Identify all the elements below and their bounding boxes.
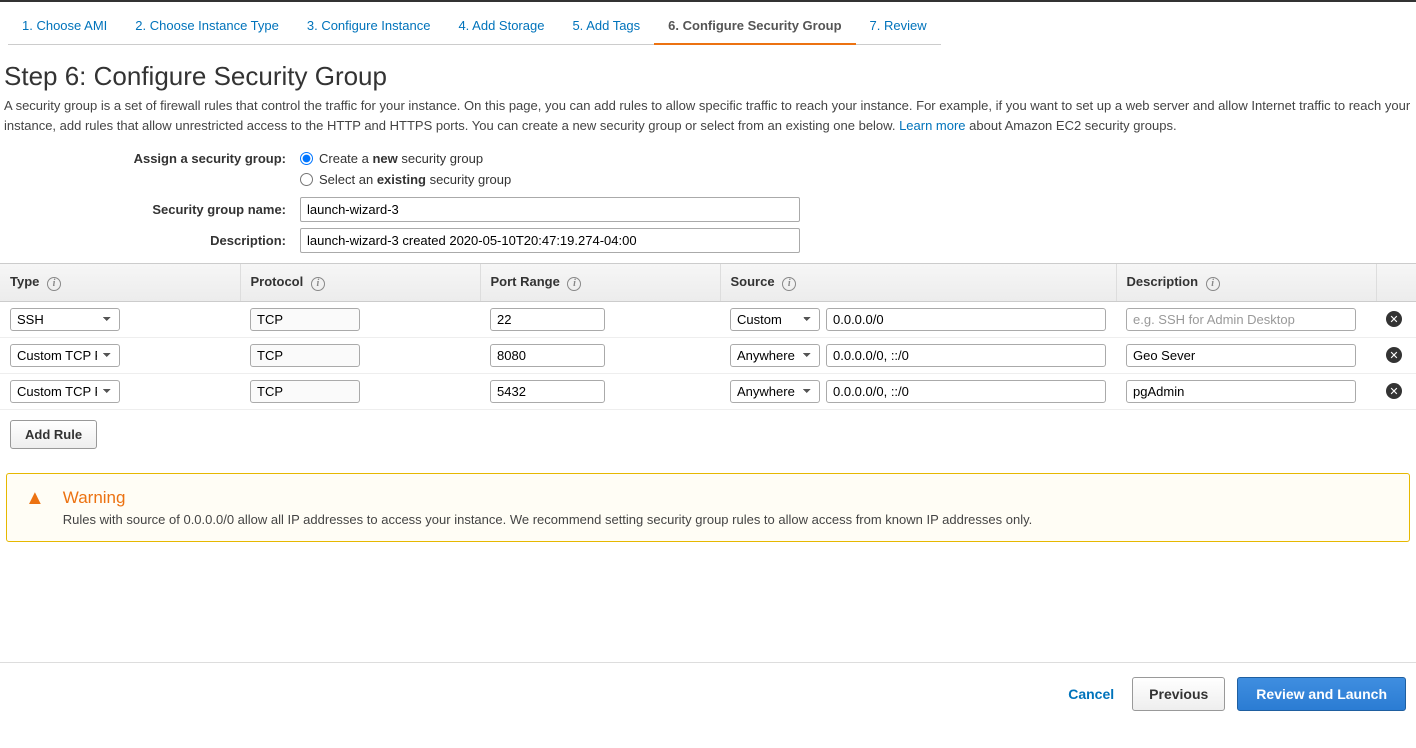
table-row: SSH Custom ✕	[0, 301, 1416, 337]
warning-icon: ▲	[25, 488, 45, 508]
warning-box: ▲ Warning Rules with source of 0.0.0.0/0…	[6, 473, 1410, 542]
wizard-tab-2[interactable]: 2. Choose Instance Type	[121, 12, 293, 45]
learn-more-link[interactable]: Learn more	[899, 118, 965, 133]
footer: Cancel Previous Review and Launch	[0, 662, 1416, 725]
review-launch-button[interactable]: Review and Launch	[1237, 677, 1406, 711]
wizard-tab-6[interactable]: 6. Configure Security Group	[654, 12, 855, 45]
source-value-input[interactable]	[826, 380, 1106, 403]
rules-table: Type i Protocol i Port Range i Source i …	[0, 263, 1416, 410]
info-icon[interactable]: i	[1206, 277, 1220, 291]
type-select[interactable]: Custom TCP Rule	[10, 380, 120, 403]
source-value-input[interactable]	[826, 344, 1106, 367]
wizard-tab-5[interactable]: 5. Add Tags	[558, 12, 654, 45]
th-source: Source i	[720, 264, 1116, 302]
source-value-input[interactable]	[826, 308, 1106, 331]
protocol-input	[250, 344, 360, 367]
port-input[interactable]	[490, 344, 605, 367]
wizard-tab-7[interactable]: 7. Review	[856, 12, 941, 45]
wizard-tabs: 1. Choose AMI2. Choose Instance Type3. C…	[0, 2, 1416, 45]
remove-rule-icon[interactable]: ✕	[1386, 347, 1402, 363]
warning-text: Rules with source of 0.0.0.0/0 allow all…	[63, 512, 1032, 527]
radio-select-input[interactable]	[300, 173, 313, 186]
remove-rule-icon[interactable]: ✕	[1386, 383, 1402, 399]
radio-create-text: Create a new security group	[319, 151, 483, 166]
th-protocol: Protocol i	[240, 264, 480, 302]
sg-name-label: Security group name:	[0, 202, 300, 217]
th-desc: Description i	[1116, 264, 1376, 302]
wizard-tab-4[interactable]: 4. Add Storage	[444, 12, 558, 45]
page-description: A security group is a set of firewall ru…	[4, 96, 1412, 135]
desc-text-post: about Amazon EC2 security groups.	[969, 118, 1176, 133]
previous-button[interactable]: Previous	[1132, 677, 1225, 711]
wizard-tab-1[interactable]: 1. Choose AMI	[8, 12, 121, 45]
th-type: Type i	[0, 264, 240, 302]
assign-label: Assign a security group:	[0, 151, 300, 166]
page-title: Step 6: Configure Security Group	[4, 61, 1416, 92]
info-icon[interactable]: i	[782, 277, 796, 291]
radio-select-text: Select an existing security group	[319, 172, 511, 187]
info-icon[interactable]: i	[47, 277, 61, 291]
port-input[interactable]	[490, 380, 605, 403]
type-select[interactable]: SSH	[10, 308, 120, 331]
source-mode-select[interactable]: Custom	[730, 308, 820, 331]
cancel-button[interactable]: Cancel	[1062, 685, 1120, 703]
warning-title: Warning	[63, 488, 1032, 508]
rule-description-input[interactable]	[1126, 308, 1356, 331]
remove-rule-icon[interactable]: ✕	[1386, 311, 1402, 327]
sg-desc-label: Description:	[0, 233, 300, 248]
port-input[interactable]	[490, 308, 605, 331]
info-icon[interactable]: i	[567, 277, 581, 291]
table-row: Custom TCP Rule Anywhere ✕	[0, 337, 1416, 373]
sg-name-input[interactable]	[300, 197, 800, 222]
source-mode-select[interactable]: Anywhere	[730, 344, 820, 367]
radio-create-input[interactable]	[300, 152, 313, 165]
th-port: Port Range i	[480, 264, 720, 302]
sg-desc-input[interactable]	[300, 228, 800, 253]
radio-select-existing[interactable]: Select an existing security group	[300, 172, 1416, 187]
protocol-input	[250, 380, 360, 403]
wizard-tab-3[interactable]: 3. Configure Instance	[293, 12, 445, 45]
desc-text-pre: A security group is a set of firewall ru…	[4, 98, 1410, 133]
table-row: Custom TCP Rule Anywhere ✕	[0, 373, 1416, 409]
protocol-input	[250, 308, 360, 331]
info-icon[interactable]: i	[311, 277, 325, 291]
add-rule-button[interactable]: Add Rule	[10, 420, 97, 449]
rule-description-input[interactable]	[1126, 344, 1356, 367]
source-mode-select[interactable]: Anywhere	[730, 380, 820, 403]
type-select[interactable]: Custom TCP Rule	[10, 344, 120, 367]
rule-description-input[interactable]	[1126, 380, 1356, 403]
radio-create-new[interactable]: Create a new security group	[300, 151, 483, 166]
